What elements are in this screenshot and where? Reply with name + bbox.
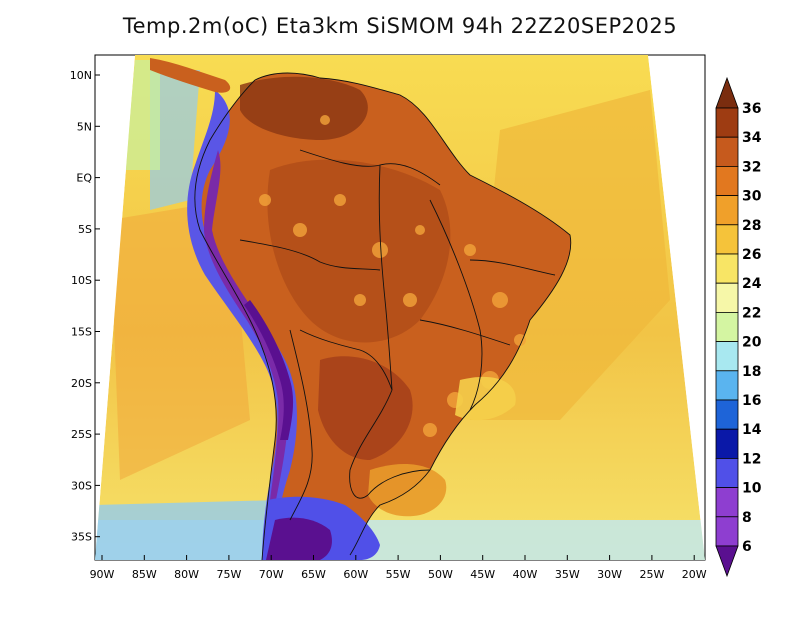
colorbar-segment [715, 107, 739, 138]
latitude-labels: 10N 5N EQ 5S 10S 15S 20S 25S 30S 35S [70, 69, 100, 544]
lon-label: 65W [301, 568, 326, 581]
colorbar-label: 34 [742, 130, 762, 146]
field-layer [95, 55, 705, 560]
lon-label: 20W [682, 568, 707, 581]
lon-label: 45W [470, 568, 495, 581]
border-paraguay-argentina [349, 389, 393, 499]
colorbar-label: 24 [742, 276, 762, 292]
coastline-east [254, 72, 572, 556]
border-brazil-states-2 [469, 259, 556, 276]
colorbar-label: 22 [742, 305, 761, 321]
andes-deep-cold [244, 300, 294, 440]
border-brazil-states-3 [419, 319, 511, 346]
land-central-america [150, 58, 231, 93]
border-bolivia-brazil [378, 164, 393, 391]
colorbar-label: 8 [742, 510, 752, 526]
colorbar-label: 6 [742, 539, 752, 555]
colorbar-label: 30 [742, 189, 762, 205]
lon-label: 50W [428, 568, 453, 581]
lat-label: 5N [77, 120, 92, 133]
colorbar-label: 32 [742, 159, 761, 175]
colorbar-segment [715, 516, 739, 547]
lat-label: 20S [71, 377, 92, 390]
colorbar-segment [715, 282, 739, 313]
colorbar-label: 10 [742, 481, 762, 497]
lat-label: 10S [71, 274, 92, 287]
patagonia-coldest [266, 517, 332, 560]
colorbar-segment [715, 136, 739, 167]
border-brazil-states-1 [429, 199, 483, 411]
lat-label: 30S [71, 479, 92, 492]
colorbar-segment [715, 487, 739, 518]
border-chile-argentina [289, 329, 313, 521]
colorbar-segment [715, 253, 739, 284]
colorbar-label: 28 [742, 218, 761, 234]
andes-coldest [204, 150, 289, 500]
lon-label: 55W [386, 568, 411, 581]
lat-label: 35S [71, 531, 92, 544]
lat-label: 25S [71, 428, 92, 441]
colorbar-segment [715, 428, 739, 459]
colorbar-segment [715, 224, 739, 255]
lon-label: 70W [259, 568, 284, 581]
border-uruguay [367, 469, 431, 496]
colorbar-top-arrow [715, 76, 739, 109]
lon-label: 40W [513, 568, 538, 581]
colorbar-label: 16 [742, 393, 761, 409]
pacific-cool-strip [150, 70, 200, 210]
lon-label: 60W [343, 568, 368, 581]
lon-label: 80W [174, 568, 199, 581]
lon-label: 25W [639, 568, 664, 581]
lat-label: 5S [78, 223, 92, 236]
southwest-cool-band [95, 500, 300, 560]
colorbar-segment [715, 399, 739, 430]
border-peru-brazil [239, 239, 381, 271]
colorbar-segment [715, 341, 739, 372]
colorbar-labels: 36 34 32 30 28 26 24 22 20 18 16 14 12 10 8 6 [742, 101, 762, 555]
south-brazil-warm [368, 464, 447, 517]
lon-label: 35W [555, 568, 580, 581]
borders [194, 72, 572, 560]
map-title: Temp.2m(oC) Eta3km SiSMOM 94h 22Z20SEP20… [122, 14, 678, 38]
colorbar [715, 76, 739, 578]
colorbar-label: 12 [742, 451, 761, 467]
north-hot-region [240, 76, 368, 140]
colorbar-segment [715, 457, 739, 488]
lon-label: 30W [597, 568, 622, 581]
lat-label: 15S [71, 326, 92, 339]
longitude-labels: 90W 85W 80W 75W 70W 65W 60W 55W 50W 45W 40W 35W 30W 2… [90, 555, 707, 581]
lon-label: 90W [90, 568, 115, 581]
colorbar-label: 36 [742, 101, 761, 117]
lat-label: 10N [70, 69, 92, 82]
andes-cold [187, 90, 297, 560]
colorbar-label: 18 [742, 364, 761, 380]
colorbar-segment [715, 165, 739, 196]
colorbar-label: 26 [742, 247, 761, 263]
pacific-green-strip [125, 60, 160, 170]
lon-label: 75W [216, 568, 241, 581]
colorbar-bottom-arrow [715, 545, 739, 578]
colorbar-segment [715, 311, 739, 342]
colorbar-label: 14 [742, 422, 762, 438]
coastline-west [194, 79, 277, 560]
lat-label: EQ [76, 172, 92, 185]
lon-label: 85W [132, 568, 157, 581]
colorbar-segment [715, 370, 739, 401]
colorbar-segment [715, 195, 739, 226]
colorbar-label: 20 [742, 335, 762, 351]
border-bolivia [299, 329, 393, 391]
